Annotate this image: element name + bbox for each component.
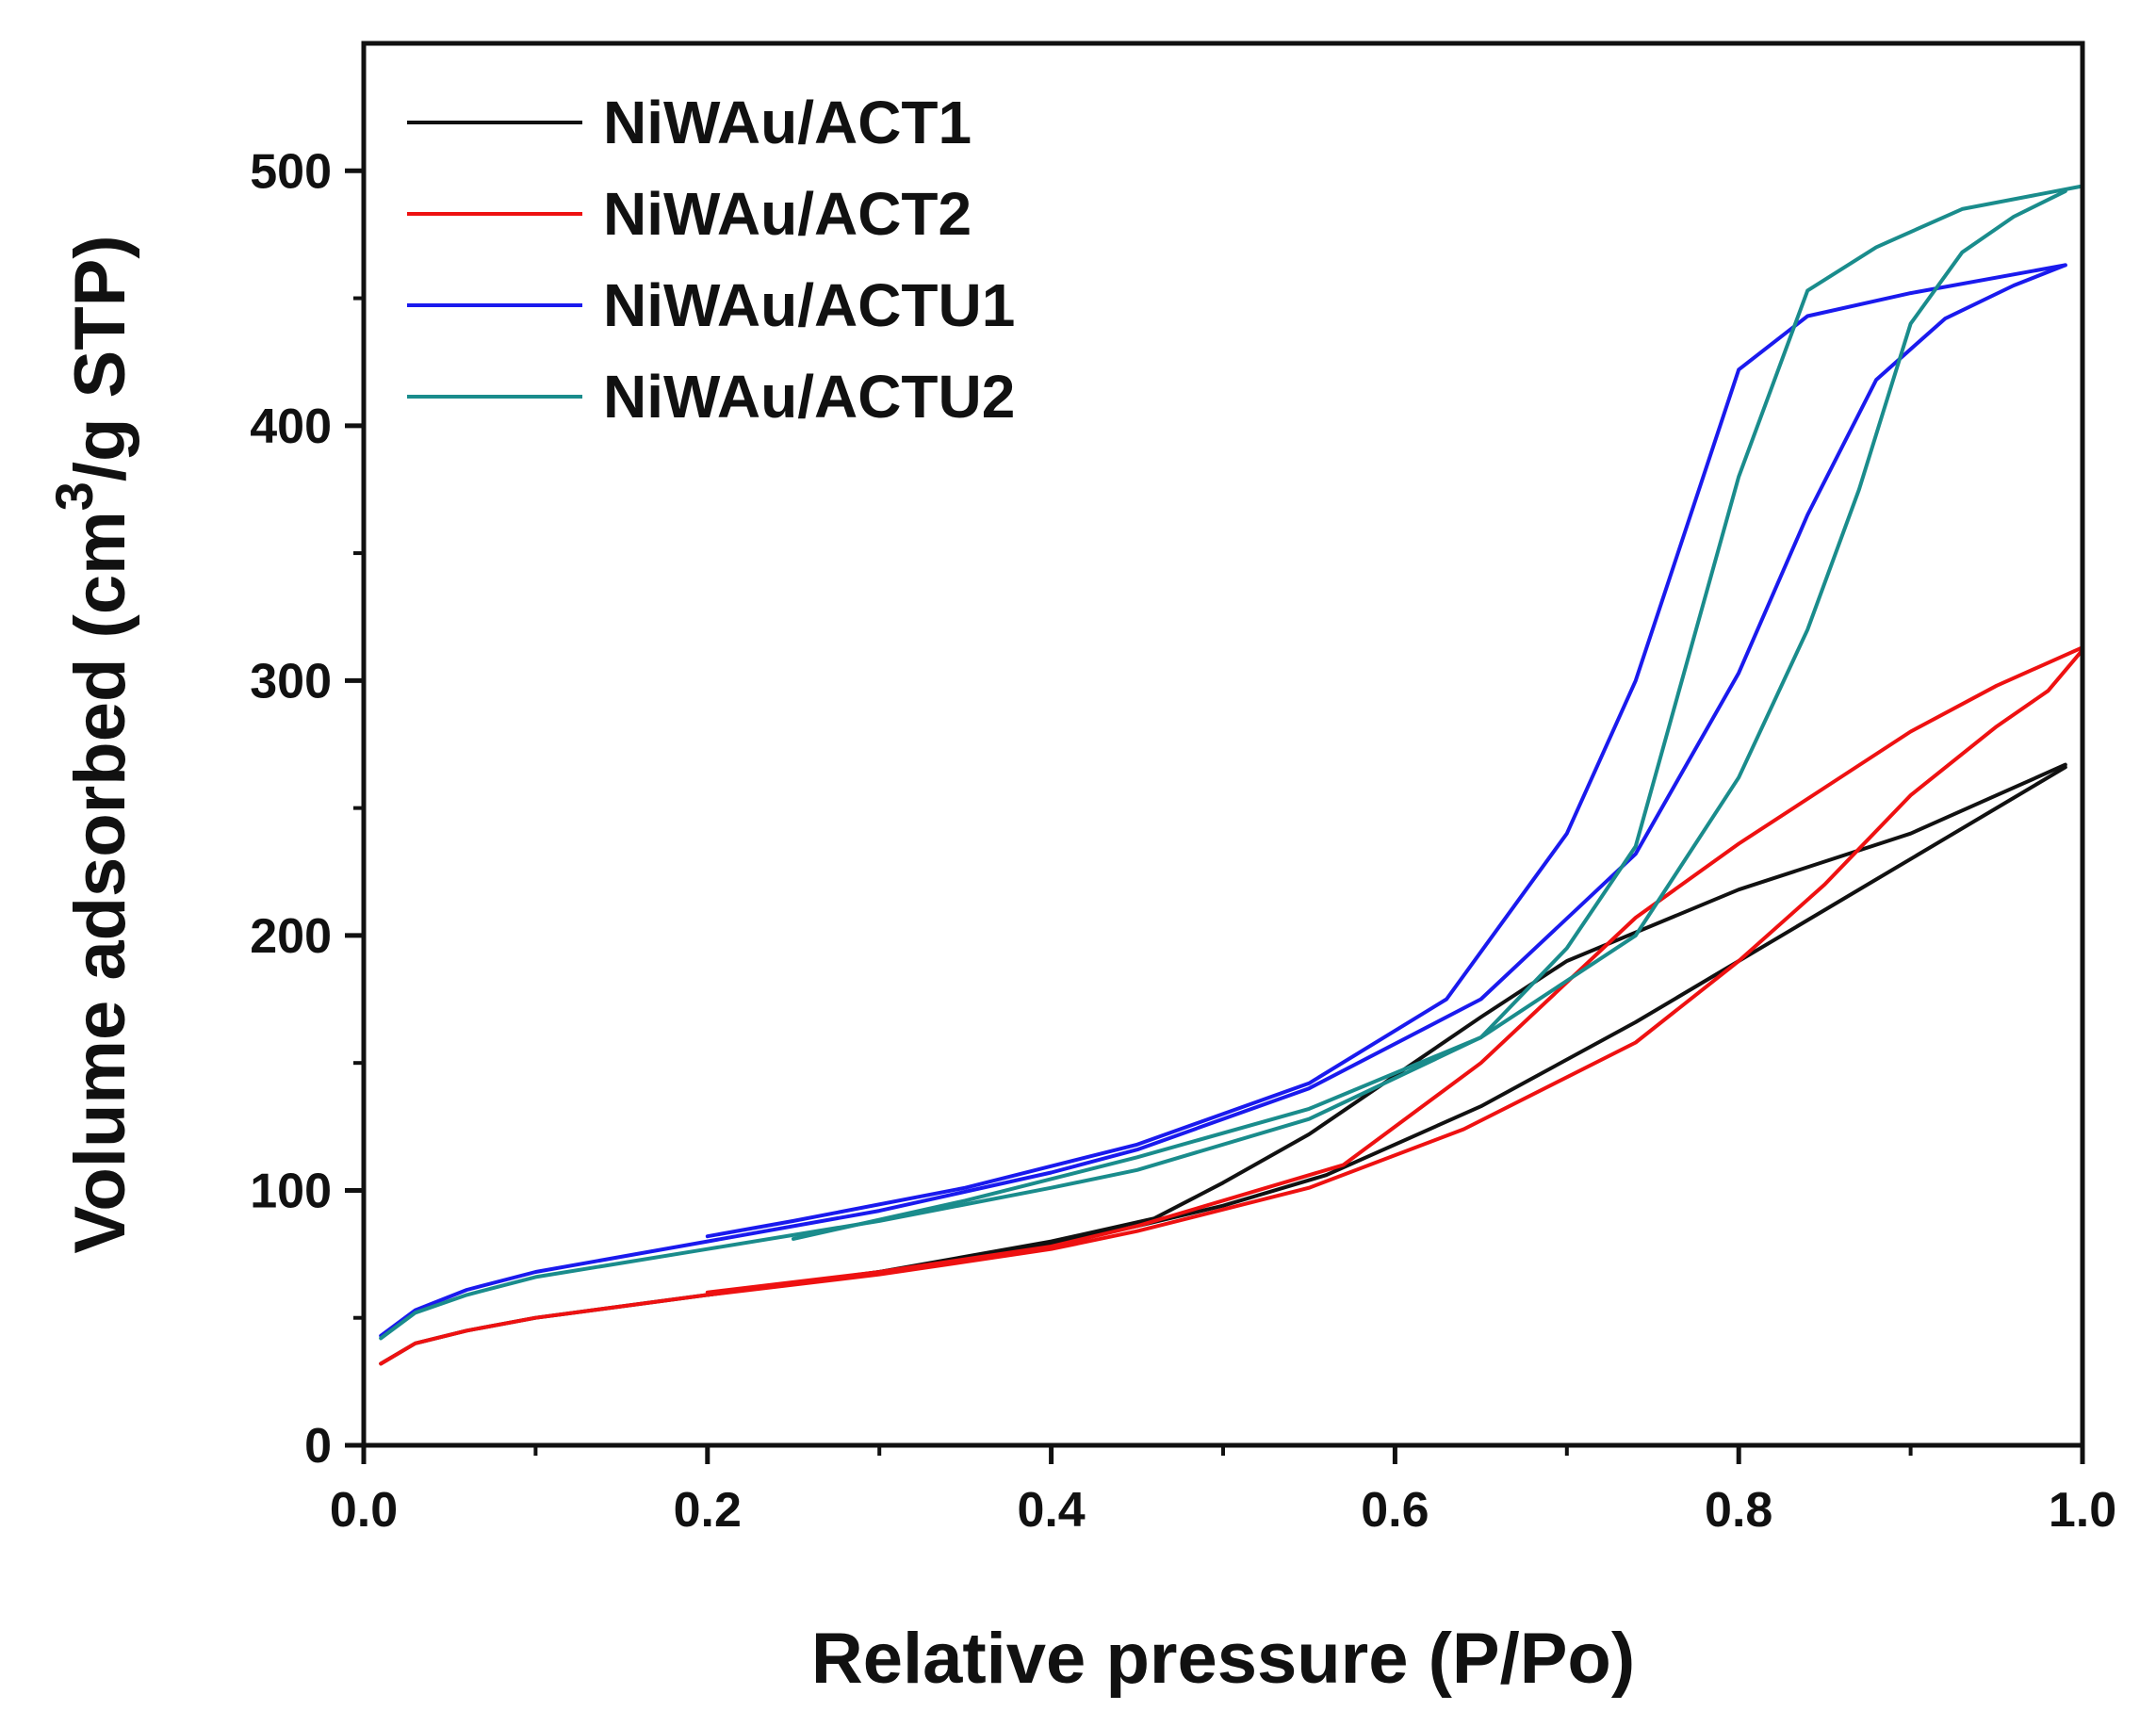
y-tick-label: 300 [250,654,332,709]
series-niwau-actu2-adsorption [379,188,2067,1341]
legend: NiWAu/ACT1 NiWAu/ACT2 NiWAu/ACTU1 NiWAu/ACT… [407,89,1015,431]
plot-frame [361,41,2085,1448]
series-layer [379,184,2084,1366]
legend-label: NiWAu/ACTU2 [603,363,1015,431]
series-niwau-actu2-desorption [792,184,2084,1241]
series-niwau-act2-adsorption [379,647,2084,1366]
y-tick-label: 500 [250,144,332,199]
x-tick-label: 0.6 [1361,1483,1429,1538]
x-tick-label: 0.8 [1705,1483,1772,1538]
series-niwau-act2-desorption [705,645,2084,1295]
y-axis-title: Volume adsorbed (cm3/g STP) [44,235,140,1253]
y-axis-title-unit: /g STP) [60,235,140,481]
x-axis-title: Relative pressure (P/Po) [811,1619,1635,1699]
x-tick-label: 0.2 [674,1483,742,1538]
y-axis-title-main: Volume adsorbed (cm [60,511,140,1253]
x-tick-label: 1.0 [2049,1483,2116,1538]
legend-label: NiWAu/ACTU1 [603,271,1015,339]
series-niwau-actu1-desorption [705,263,2067,1239]
series-niwau-act1-desorption [705,762,2067,1297]
x-tick-label: 0.4 [1017,1483,1085,1538]
x-tick-label: 0.0 [330,1483,398,1538]
series-niwau-act1-adsorption [379,765,2067,1366]
y-axis: 0 100 200 300 400 500 [250,144,364,1474]
legend-label: NiWAu/ACT2 [603,180,972,248]
y-tick-label: 100 [250,1164,332,1218]
x-axis: 0.0 0.2 0.4 0.6 0.8 1.0 [330,1445,2116,1538]
y-tick-label: 400 [250,399,332,454]
y-tick-label: 0 [304,1419,332,1474]
legend-label: NiWAu/ACT1 [603,89,972,156]
y-axis-title-superscript: 3 [44,481,104,511]
y-tick-label: 200 [250,909,332,964]
